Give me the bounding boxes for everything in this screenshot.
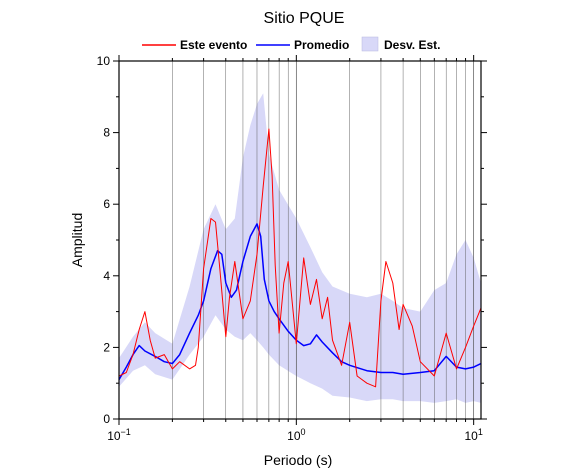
grid — [118, 61, 475, 419]
legend: Este evento Promedio Desv. Est. — [142, 36, 440, 52]
y-tick-label: 10 — [97, 54, 111, 68]
std-band — [119, 93, 481, 403]
y-tick-label: 4 — [103, 269, 110, 283]
x-tick-label: 10−1 — [107, 427, 131, 443]
x-axis-label: Periodo (s) — [264, 452, 332, 468]
y-tick-label: 6 — [103, 197, 110, 211]
legend-label-promedio: Promedio — [294, 38, 349, 52]
y-axis-label: Amplitud — [69, 213, 85, 267]
y-tick-label: 8 — [103, 126, 110, 140]
std-band-layer — [119, 93, 481, 403]
y-tick-label: 2 — [103, 340, 110, 354]
legend-label-desv-est: Desv. Est. — [384, 38, 440, 52]
chart-title: Sitio PQUE — [264, 10, 345, 27]
x-tick-label: 101 — [464, 427, 482, 443]
axes — [113, 55, 487, 425]
series-line-este-evento — [119, 128, 481, 388]
series-layer — [119, 128, 481, 388]
legend-swatch-desv-est — [361, 36, 379, 52]
x-tick-label: 100 — [287, 427, 305, 443]
tick-labels: 0 2 4 6 8 10 10−1 100 101 — [97, 54, 483, 443]
y-tick-label: 0 — [103, 412, 110, 426]
legend-label-este-evento: Este evento — [180, 38, 247, 52]
series-line-promedio — [119, 223, 481, 380]
